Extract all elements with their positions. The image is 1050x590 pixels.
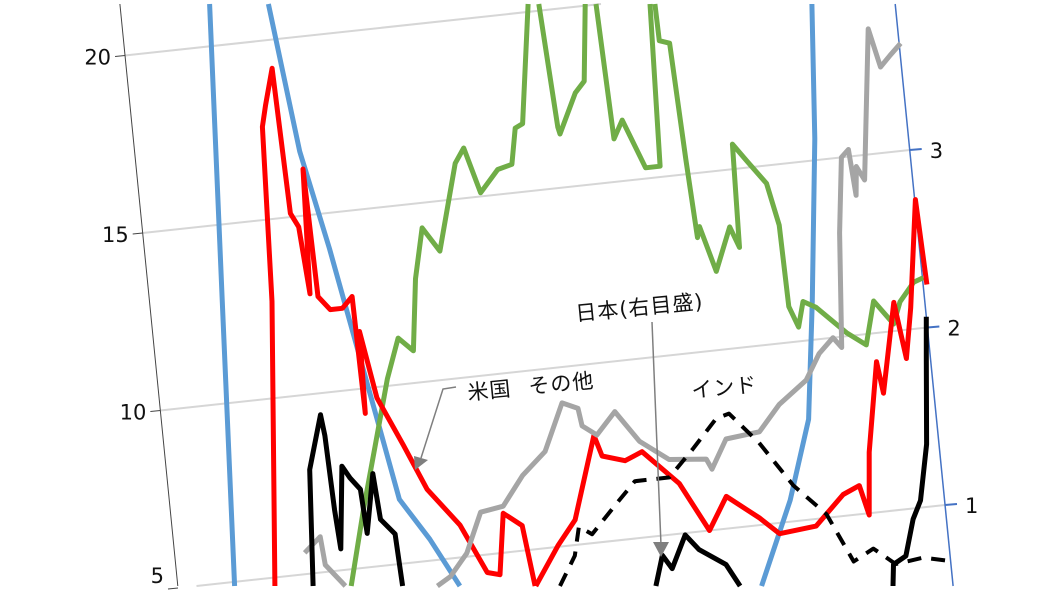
right-tick-mark: [927, 325, 940, 329]
series-line-blue: [759, 3, 818, 587]
right-y-axis-line: [894, 3, 954, 587]
annotation-india: インド: [690, 372, 759, 403]
series-line-japan: [890, 316, 930, 587]
annotation-other: その他: [527, 368, 596, 399]
right-tick-mark: [944, 503, 958, 506]
right-tick-mark: [909, 148, 922, 151]
series-line-grey: [435, 26, 903, 589]
left-y-axis-ticks: 5 10 15 20: [84, 46, 179, 590]
left-tick-mark: [132, 232, 143, 235]
japan-arrowhead-icon: [653, 542, 669, 557]
series-line-green: [348, 3, 531, 587]
left-tick-mark: [150, 410, 161, 412]
left-tick-label: 20: [84, 46, 111, 70]
left-tick-label: 5: [151, 564, 164, 588]
series-line-green: [536, 3, 588, 137]
series-line-green: [593, 3, 663, 171]
annotation-arrows: [414, 321, 669, 557]
right-y-axis-ticks: 1 2 3: [909, 139, 978, 518]
left-tick-label: 15: [102, 223, 129, 247]
left-tick-mark: [115, 55, 126, 57]
gridline: [160, 326, 928, 412]
us-arrow-line: [420, 386, 457, 459]
annotation-us: 米国: [466, 376, 513, 405]
right-tick-label: 2: [947, 317, 960, 341]
japan-arrow-line: [651, 321, 662, 546]
series-line-japan: [307, 412, 406, 587]
series-line-red: [259, 65, 538, 587]
gridline: [124, 3, 602, 57]
series-line-india: [558, 411, 954, 587]
series-line-japan: [653, 532, 743, 588]
series-line-red: [533, 197, 930, 588]
us-arrowhead-icon: [414, 456, 428, 470]
series-group: [207, 3, 954, 589]
series-line-green: [652, 3, 925, 348]
left-y-axis-line: [119, 3, 179, 587]
right-tick-label: 1: [965, 494, 978, 518]
axis-lines: [119, 3, 954, 587]
left-tick-label: 10: [120, 401, 147, 425]
left-tick-mark: [167, 587, 179, 590]
series-line-blue: [207, 3, 238, 587]
gridlines: [124, 3, 946, 587]
right-tick-label: 3: [930, 139, 943, 163]
gridline: [142, 149, 910, 234]
